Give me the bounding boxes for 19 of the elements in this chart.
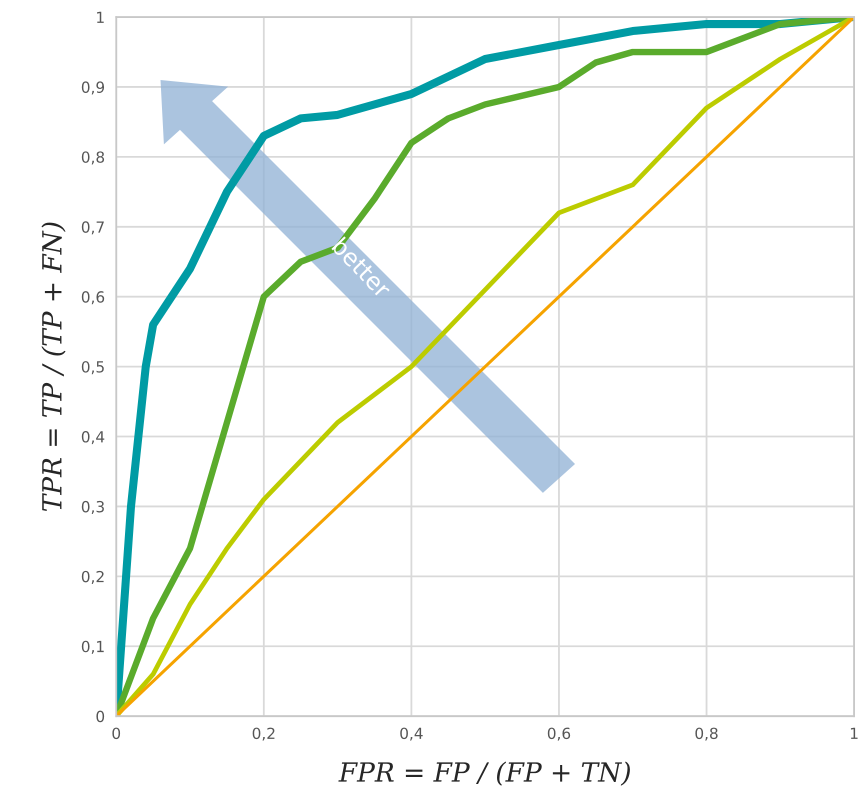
x-tick-label: 0,8 xyxy=(695,728,718,741)
y-tick-label: 0,3 xyxy=(82,500,104,514)
y-tick-label: 0,7 xyxy=(82,221,104,234)
x-tick-label: 0,6 xyxy=(548,728,570,741)
y-tick-label: 0,2 xyxy=(82,570,104,584)
x-tick-label: 0 xyxy=(112,728,120,740)
x-tick-label: 0,2 xyxy=(252,728,274,741)
y-tick-label: 0,8 xyxy=(82,151,104,164)
y-axis-title: TPR = TP / (TP + FN) xyxy=(41,222,66,512)
y-tick-label: 0,6 xyxy=(82,291,104,304)
y-tick-label: 0,1 xyxy=(82,640,104,654)
x-axis-title: FPR = FP / (FP + TN) xyxy=(338,762,630,786)
x-tick-label: 1 xyxy=(850,728,858,739)
x-tick-label: 0,4 xyxy=(400,728,423,741)
y-tick-label: 0,4 xyxy=(82,430,104,444)
y-tick-label: 0 xyxy=(96,710,104,722)
y-tick-label: 1 xyxy=(97,12,104,23)
y-tick-label: 0,5 xyxy=(82,361,104,374)
y-tick-label: 0,9 xyxy=(82,81,104,95)
